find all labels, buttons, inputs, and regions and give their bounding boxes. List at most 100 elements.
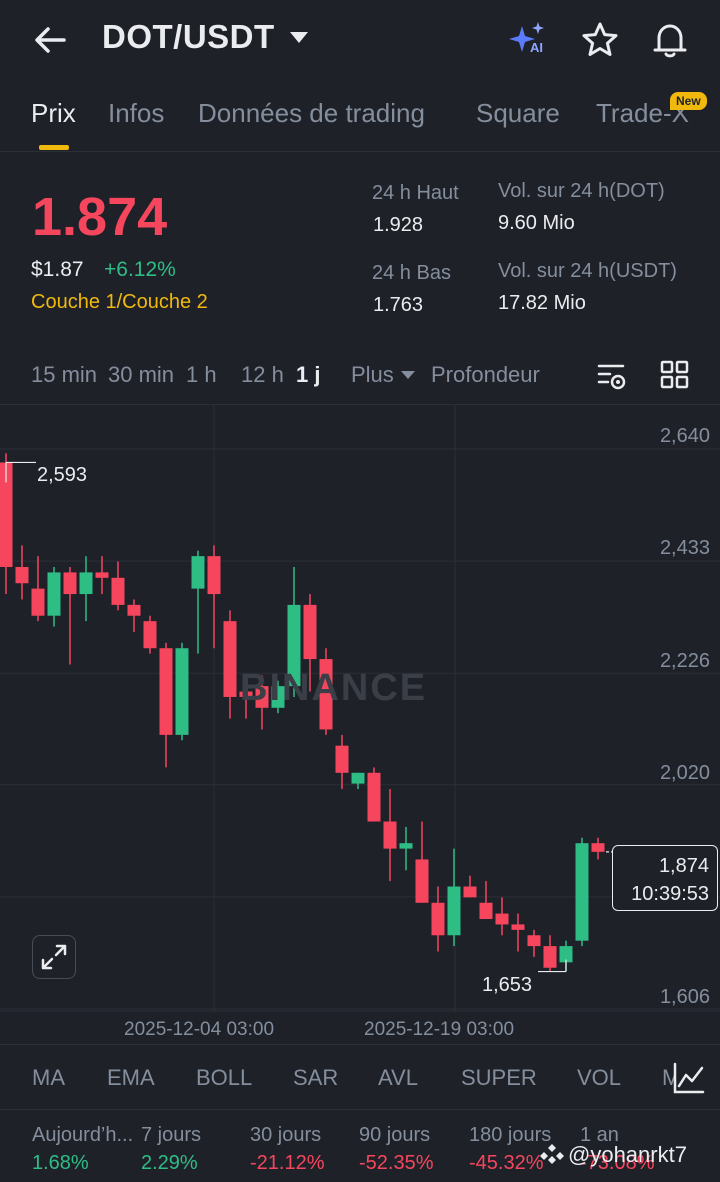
fullscreen-button[interactable] <box>32 935 76 979</box>
last-price: 1.874 <box>32 187 168 247</box>
candle-body <box>447 886 461 936</box>
chevron-down-icon[interactable] <box>290 32 308 43</box>
indicator-bar: MA EMA BOLL SAR AVL SUPER VOL MACD <box>0 1044 720 1110</box>
candles-group <box>0 453 605 972</box>
candle-body <box>159 648 173 735</box>
interval-1d[interactable]: 1 j <box>296 362 321 387</box>
high-label: 24 h Haut <box>372 182 459 204</box>
perf-value: 2.29% <box>141 1152 198 1174</box>
indicator-boll[interactable]: BOLL <box>196 1065 253 1090</box>
indicator-ma[interactable]: MA <box>32 1065 65 1090</box>
tab-trading-data[interactable]: Données de trading <box>198 98 425 128</box>
indicator-super[interactable]: SUPER <box>461 1065 537 1090</box>
candle-body <box>15 566 29 584</box>
layer-tag[interactable]: Couche 1/Couche 2 <box>31 291 208 313</box>
current-price-label: 1,874 <box>658 855 709 877</box>
chart-markers <box>5 461 612 973</box>
x-tick: 2025-12-04 03:00 <box>124 1019 275 1040</box>
low-marker-label: 1,653 <box>482 974 533 996</box>
y-tick: 1,606 <box>659 986 710 1008</box>
candle-body <box>431 902 445 936</box>
candle-body <box>335 745 349 773</box>
perf-value: -21.12% <box>250 1152 325 1174</box>
perf-value: -45.32% <box>469 1152 544 1174</box>
y-tick: 2,640 <box>659 425 710 447</box>
indicator-avl[interactable]: AVL <box>378 1065 418 1090</box>
chart-grid <box>0 405 720 1012</box>
candle-body <box>223 621 237 697</box>
y-tick: 2,226 <box>659 650 710 672</box>
candle-body <box>47 572 61 616</box>
countdown-label: 10:39:53 <box>631 883 709 905</box>
candle-body <box>207 556 221 595</box>
chart-canvas <box>0 405 720 1012</box>
tab-bar: Prix Infos Données de trading Square Tra… <box>0 92 720 152</box>
interval-15min[interactable]: 15 min <box>31 362 98 387</box>
candle-body <box>127 604 141 616</box>
perf-value: 1.68% <box>32 1152 89 1174</box>
candle-body <box>287 604 301 687</box>
low-value: 1.763 <box>373 294 424 316</box>
performance-row: Aujourd’h... 1.68% 7 jours 2.29% 30 jour… <box>0 1112 720 1182</box>
binance-watermark: BINANCE <box>240 667 428 709</box>
candlestick-chart[interactable]: BINANCE 2,640 2,433 2,226 2,020 1,606 20… <box>0 404 720 1044</box>
current-price-box: 1,874 10:39:53 <box>612 845 718 911</box>
candle-body <box>479 902 493 920</box>
candle-body <box>175 648 189 735</box>
interval-30min[interactable]: 30 min <box>108 362 175 387</box>
new-badge: New <box>670 92 707 110</box>
tab-infos[interactable]: Infos <box>108 98 165 128</box>
ai-label: AI <box>530 40 543 55</box>
back-arrow-icon[interactable] <box>30 20 70 60</box>
candle-body <box>143 621 157 649</box>
high-value: 1.928 <box>373 214 424 236</box>
indicator-vol[interactable]: VOL <box>577 1065 622 1090</box>
perf-label: Aujourd’h... <box>32 1124 134 1146</box>
indicator-settings-icon[interactable] <box>672 1061 706 1095</box>
candle-body <box>591 843 605 852</box>
usd-price: $1.87 <box>31 258 84 281</box>
more-intervals[interactable]: Plus <box>351 362 394 387</box>
top-bar: DOT/USDT AI <box>0 0 720 80</box>
candle-body <box>239 691 253 697</box>
candle-body <box>511 924 525 930</box>
candle-body <box>79 572 93 595</box>
indicator-ema[interactable]: EMA <box>107 1065 155 1090</box>
candle-body <box>95 572 109 578</box>
candle-body <box>527 935 541 947</box>
ai-sparkle-icon[interactable]: AI <box>508 20 552 60</box>
author-credit: @yohanrkt7 <box>568 1142 687 1167</box>
active-tab-indicator <box>39 145 69 150</box>
candle-body <box>351 772 365 784</box>
y-tick: 2,020 <box>659 762 710 784</box>
candle-body <box>271 686 285 708</box>
binance-logo-icon <box>540 1144 564 1164</box>
expand-icon <box>41 944 67 970</box>
candle-body <box>399 843 413 849</box>
candle-body <box>0 462 13 567</box>
star-icon[interactable] <box>580 20 620 60</box>
perf-label: 7 jours <box>141 1124 202 1146</box>
chart-settings-icon[interactable] <box>596 360 628 392</box>
candle-body <box>63 572 77 595</box>
perf-label: 1 an <box>580 1124 619 1146</box>
more-chevron-icon <box>401 371 415 379</box>
candle-body <box>367 772 381 822</box>
perf-value: -73.08% <box>580 1152 655 1174</box>
bell-icon[interactable] <box>650 20 690 60</box>
tab-square[interactable]: Square <box>476 98 560 128</box>
interval-12h[interactable]: 12 h <box>241 362 284 387</box>
indicator-macd[interactable]: MACD <box>662 1065 676 1090</box>
candle-body <box>191 556 205 589</box>
tab-prix[interactable]: Prix <box>31 98 76 128</box>
pair-title[interactable]: DOT/USDT <box>102 18 275 55</box>
perf-label: 90 jours <box>359 1124 431 1146</box>
layout-grid-icon[interactable] <box>660 360 690 390</box>
depth-tab[interactable]: Profondeur <box>431 362 540 387</box>
perf-label: 180 jours <box>469 1124 552 1146</box>
indicator-sar[interactable]: SAR <box>293 1065 339 1090</box>
candle-body <box>31 588 45 616</box>
candle-body <box>495 913 509 925</box>
vol-usdt-value: 17.82 Mio <box>498 292 586 314</box>
interval-1h[interactable]: 1 h <box>186 362 217 387</box>
